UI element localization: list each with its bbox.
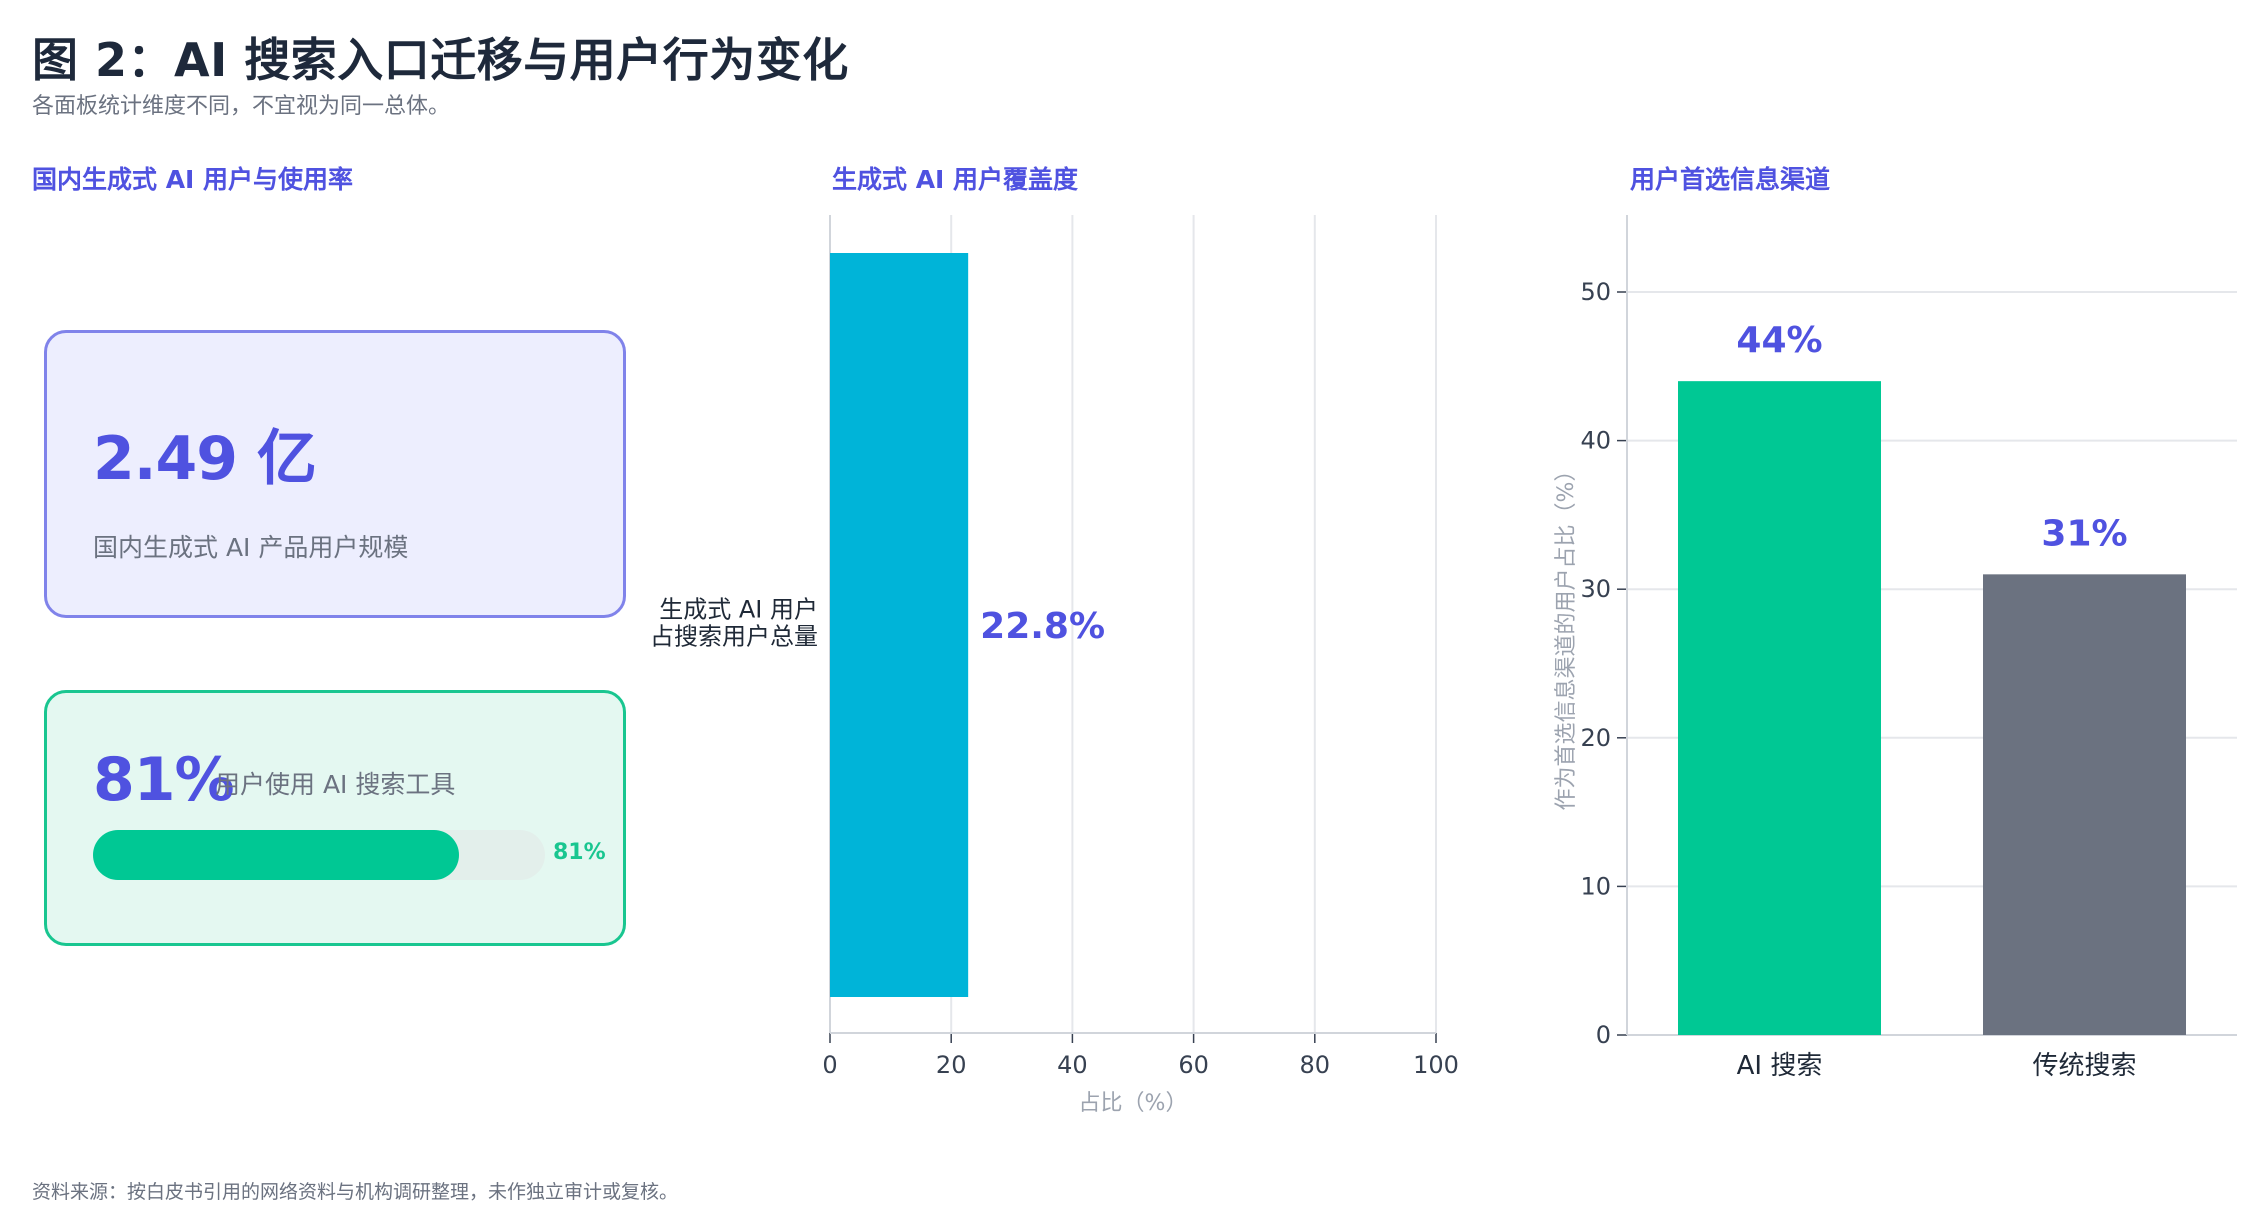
- source-note: 资料来源：按白皮书引用的网络资料与机构调研整理，未作独立审计或复核。: [32, 1181, 679, 1203]
- tick-label-y: 30: [1580, 575, 1611, 603]
- kpi-card-ai-search: [44, 690, 626, 946]
- category-label-y: 占搜索用户总量: [650, 623, 818, 651]
- page-subtitle: 各面板统计维度不同，不宜视为同一总体。: [32, 94, 451, 119]
- kpi-card-users: [44, 330, 626, 618]
- bar-coverage: [830, 253, 969, 997]
- tick-label-y: 20: [1580, 724, 1611, 752]
- tick-label-x: 0: [822, 1051, 837, 1079]
- page-title: 图 2：AI 搜索入口迁移与用户行为变化: [32, 33, 849, 87]
- bar-channel: [1678, 381, 1881, 1035]
- category-label-y: 生成式 AI 用户: [659, 596, 818, 624]
- bar-channel: [1983, 574, 2186, 1035]
- data-label-channel: 44%: [1736, 320, 1822, 361]
- category-label-x: AI 搜索: [1737, 1051, 1823, 1081]
- kpi-value-users: 2.49 亿: [93, 424, 317, 494]
- tick-label-x: 20: [936, 1051, 967, 1079]
- tick-label-y: 40: [1580, 427, 1611, 455]
- tick-label-y: 50: [1580, 278, 1611, 306]
- tick-label-x: 60: [1178, 1051, 1209, 1079]
- data-label-channel: 31%: [2041, 513, 2127, 554]
- data-label-coverage: 22.8%: [980, 606, 1105, 647]
- axis-title-x: 占比（%）: [1079, 1091, 1188, 1116]
- tick-label-x: 40: [1057, 1051, 1088, 1079]
- axis-title-y: 作为首选信息渠道的用户占比（%）: [1554, 460, 1579, 811]
- tick-label-y: 0: [1596, 1021, 1611, 1049]
- kpi-label-users: 国内生成式 AI 产品用户规模: [93, 533, 409, 562]
- panel-title-right: 用户首选信息渠道: [1630, 165, 1831, 194]
- kpi-value-ai-search: 81%: [93, 745, 235, 815]
- category-label-x: 传统搜索: [2032, 1051, 2136, 1081]
- panel-title-left: 国内生成式 AI 用户与使用率: [32, 165, 354, 194]
- progress-fill: [93, 830, 460, 880]
- tick-label-x: 100: [1413, 1051, 1459, 1079]
- progress-label: 81%: [553, 840, 606, 865]
- tick-label-y: 10: [1580, 872, 1611, 900]
- tick-label-x: 80: [1300, 1051, 1331, 1079]
- kpi-label-ai-search: 用户使用 AI 搜索工具: [215, 770, 456, 799]
- panel-title-middle: 生成式 AI 用户覆盖度: [832, 165, 1079, 194]
